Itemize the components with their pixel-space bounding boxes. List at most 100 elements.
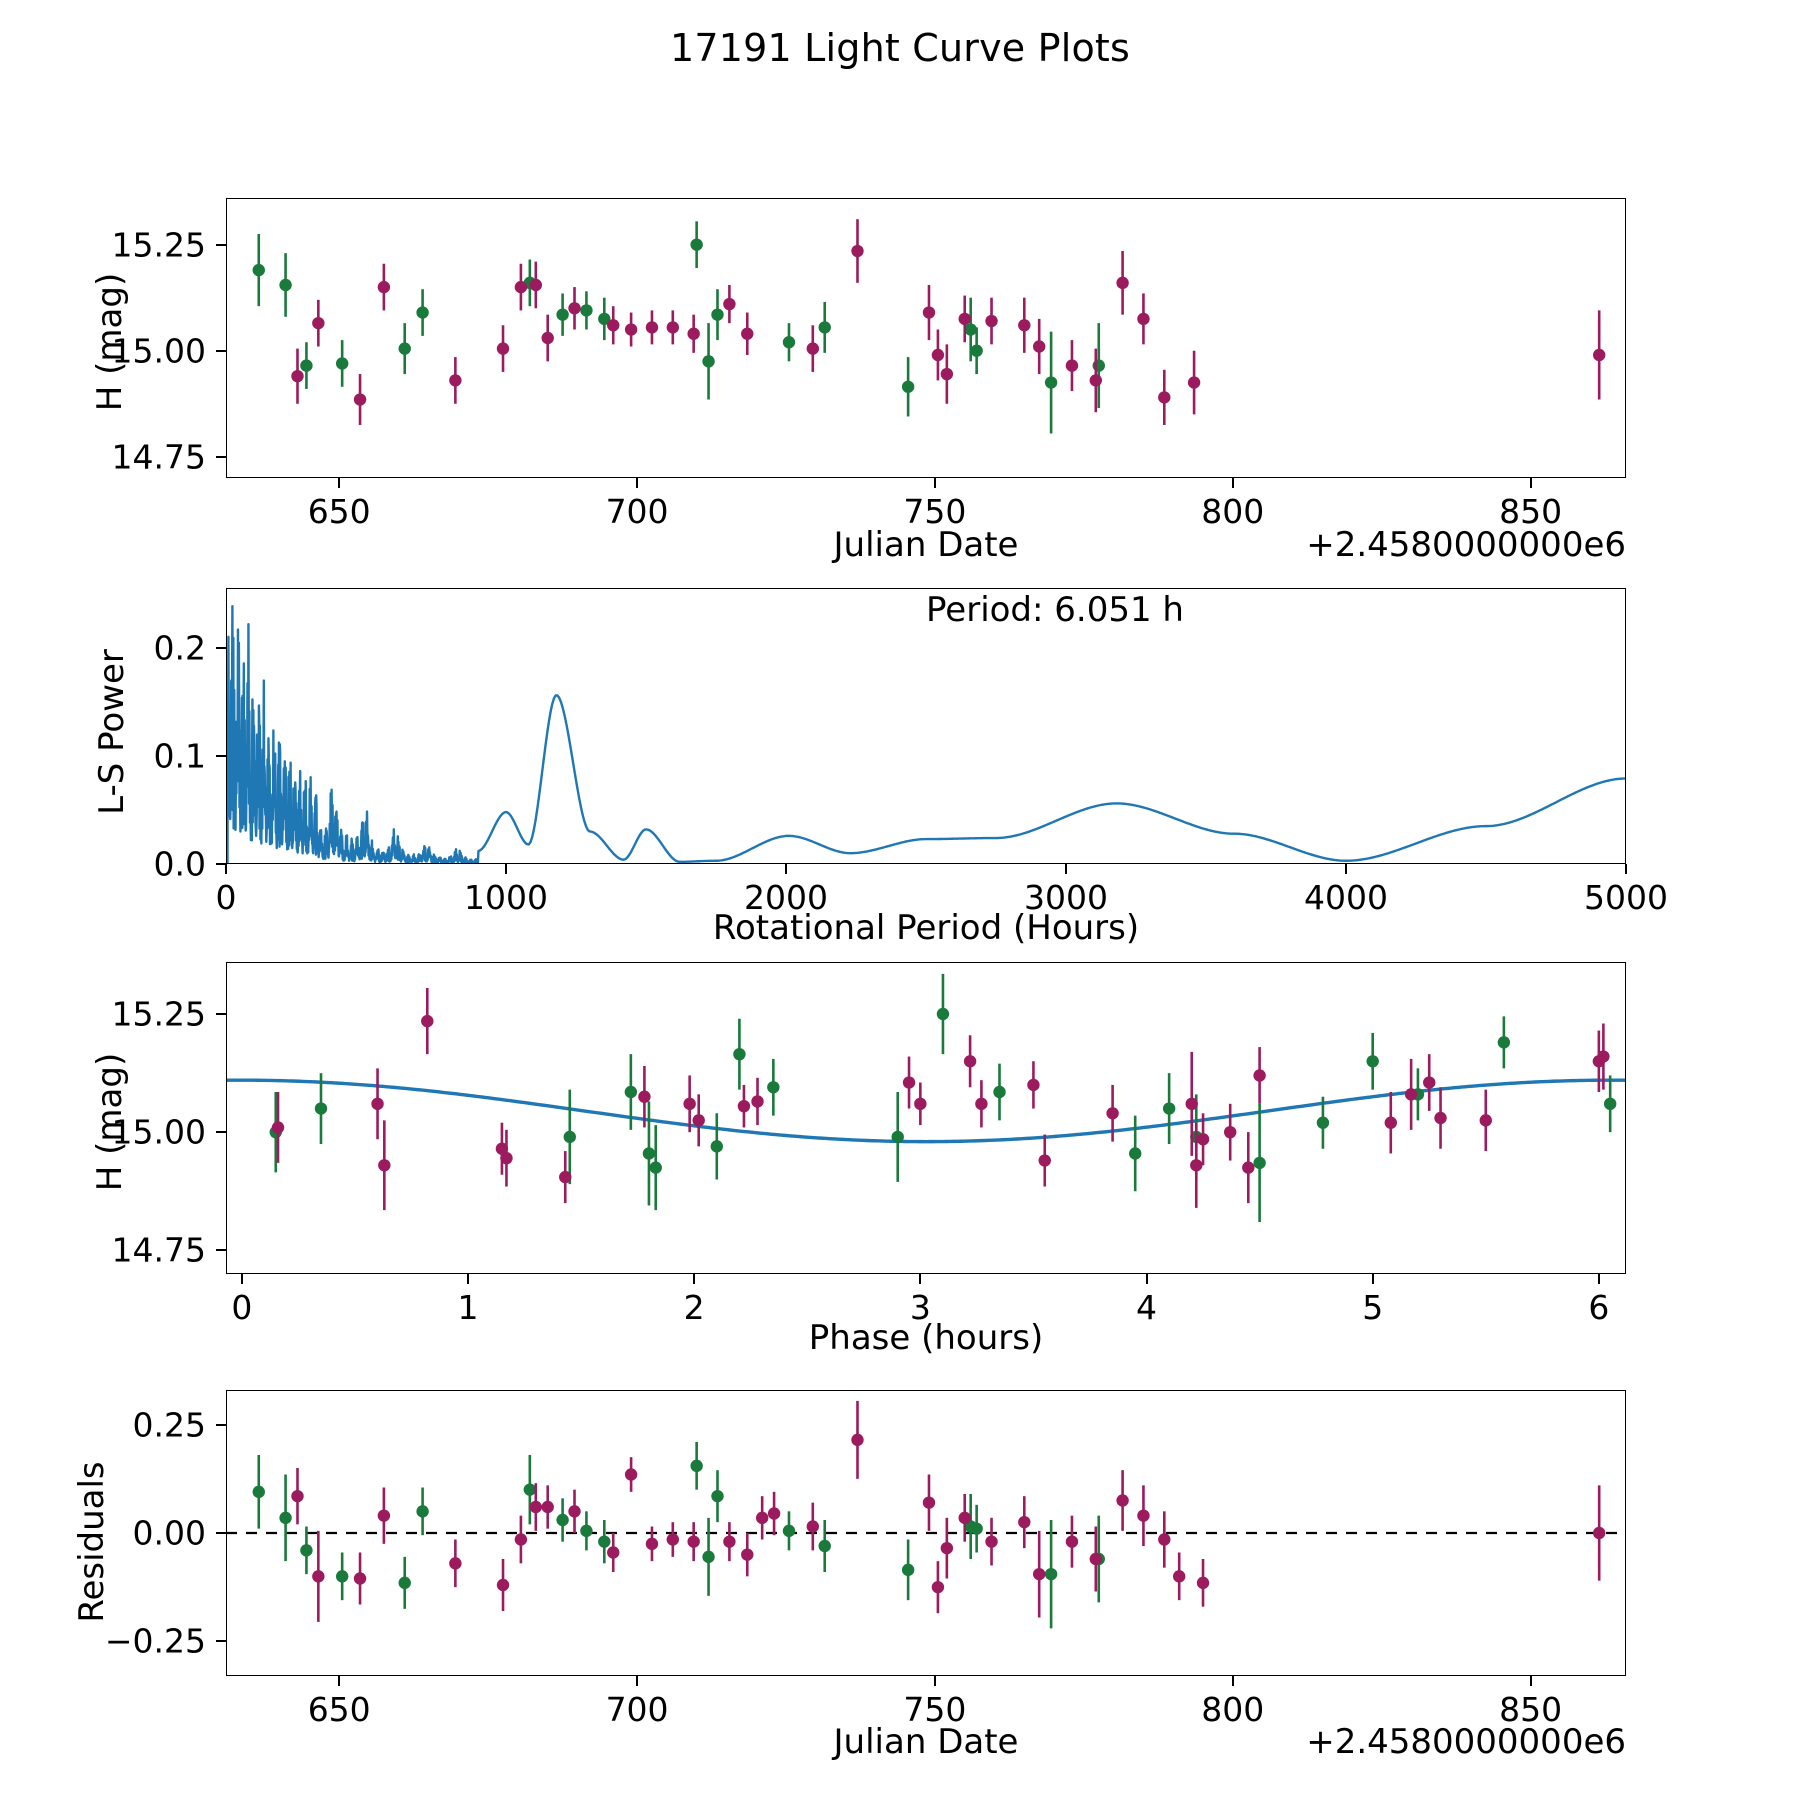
data-point [851, 244, 864, 258]
data-point [902, 1076, 916, 1089]
data-point [353, 393, 367, 406]
data-point [252, 263, 265, 277]
light-curve-panel-y-tickmark [216, 243, 226, 246]
series-green [252, 221, 1105, 434]
phase-folded-panel-x-tickmark [1597, 1274, 1600, 1284]
residuals-axes-frame [226, 1390, 1626, 1676]
light-curve-panel-y-tick: 15.00 [111, 331, 206, 371]
data-point [1044, 376, 1058, 389]
periodogram-panel-x-tick: 0 [215, 878, 237, 917]
data-point [767, 1081, 780, 1094]
data-point [782, 336, 796, 349]
data-point [711, 308, 724, 321]
data-point [970, 1522, 983, 1535]
data-point [300, 1544, 313, 1557]
residuals-panel-x-tick: 850 [1499, 1690, 1563, 1729]
phase-folded-plot-area[interactable] [226, 962, 1626, 1274]
data-point [398, 342, 411, 355]
residuals-panel-y-tickmark [216, 1423, 226, 1426]
data-point [1038, 1154, 1051, 1167]
data-point [1137, 312, 1150, 326]
data-point [624, 1468, 638, 1481]
light-curve-panel-x-tick: 800 [1201, 492, 1265, 531]
data-point [692, 1114, 705, 1127]
periodogram-panel-x-tick: 3000 [1024, 878, 1108, 917]
light-curve-panel-x-tickmark [338, 478, 341, 488]
data-point [985, 314, 998, 328]
data-point [1065, 359, 1079, 372]
data-point [1592, 1526, 1606, 1540]
data-point [1018, 1515, 1031, 1529]
phase-folded-x-axis-label: Phase (hours) [808, 1318, 1044, 1358]
data-point [1158, 1533, 1171, 1546]
data-point [449, 374, 462, 387]
light-curve-panel-x-tick: 750 [903, 492, 967, 531]
residuals-panel-y-tick: −0.25 [104, 1621, 206, 1661]
phase-folded-panel-x-tickmark [1371, 1274, 1374, 1284]
residuals-panel-x-tick: 800 [1201, 1690, 1265, 1729]
phase-folded-panel-x-tickmark [919, 1274, 922, 1284]
data-point [914, 1097, 927, 1111]
phase-folded-panel-x-tick: 4 [1136, 1288, 1158, 1327]
data-point [1089, 374, 1102, 387]
data-point [398, 1576, 411, 1590]
data-point [1366, 1055, 1379, 1068]
series-magenta [291, 219, 1606, 425]
periodogram-panel-x-tick: 2000 [744, 878, 828, 917]
data-point [1190, 1159, 1203, 1172]
data-point [806, 342, 820, 355]
periodogram-x-axis-label: Rotational Period (Hours) [712, 908, 1140, 948]
data-point [741, 1548, 754, 1561]
data-point [1185, 1097, 1198, 1111]
periodogram-plot-area[interactable] [226, 588, 1626, 864]
data-point [1253, 1156, 1266, 1170]
data-point [598, 1535, 611, 1548]
periodogram-curve [226, 605, 1626, 864]
period-annotation: Period: 6.051 h [926, 590, 1184, 630]
light-curve-panel-x-tick: 850 [1499, 492, 1563, 531]
residuals-panel-x-tickmark [1231, 1676, 1234, 1686]
data-point [1032, 1567, 1046, 1581]
data-point [1592, 348, 1606, 362]
data-point [1116, 276, 1129, 290]
phase-folded-panel-x-tickmark [693, 1274, 696, 1284]
data-point [1172, 1570, 1186, 1583]
data-point [755, 1511, 769, 1525]
residuals-panel-y-tick: 0.25 [132, 1405, 206, 1445]
data-point [931, 348, 945, 362]
data-point [1479, 1114, 1492, 1127]
data-point [683, 1097, 696, 1111]
periodogram-panel-y-tickmark [216, 754, 226, 757]
light-curve-plot-area[interactable] [226, 198, 1626, 478]
residuals-panel-x-tickmark [636, 1676, 639, 1686]
light-curve-panel-x-tickmark [1529, 478, 1532, 488]
periodogram-panel-x-tickmark [1345, 864, 1347, 874]
data-point [312, 1570, 325, 1583]
residuals-panel-y-tickmark [216, 1532, 226, 1534]
data-point [901, 1563, 915, 1577]
light-curve-panel-x-tickmark [636, 478, 639, 488]
data-point [568, 1505, 581, 1518]
data-point [751, 1095, 764, 1108]
data-point [851, 1433, 864, 1447]
data-point [1196, 1576, 1210, 1590]
phase-folded-panel-y-tickmark [216, 1249, 226, 1252]
data-point [378, 1159, 391, 1172]
data-point [416, 1505, 429, 1518]
residuals-panel-y-tickmark [216, 1640, 226, 1643]
series-green [252, 1442, 1105, 1629]
residuals-plot-area[interactable] [226, 1390, 1626, 1676]
phase-folded-panel-x-tickmark [1145, 1274, 1148, 1284]
data-point [568, 302, 581, 315]
phase-folded-axes-frame [226, 962, 1626, 1274]
phase-folded-panel-x-tick: 2 [683, 1288, 705, 1327]
data-point [690, 1459, 703, 1473]
data-point [767, 1507, 781, 1520]
light-curve-panel-x-tickmark [1231, 478, 1234, 488]
light-curve-panel-x-tick: 700 [605, 492, 669, 531]
periodogram-panel-x-tick: 5000 [1584, 878, 1668, 917]
data-point [1404, 1088, 1418, 1101]
residuals-x-offset-text: +2.4580000000e6 [1306, 1722, 1626, 1762]
periodogram-panel-x-tickmark [225, 864, 227, 874]
data-point [580, 304, 593, 317]
